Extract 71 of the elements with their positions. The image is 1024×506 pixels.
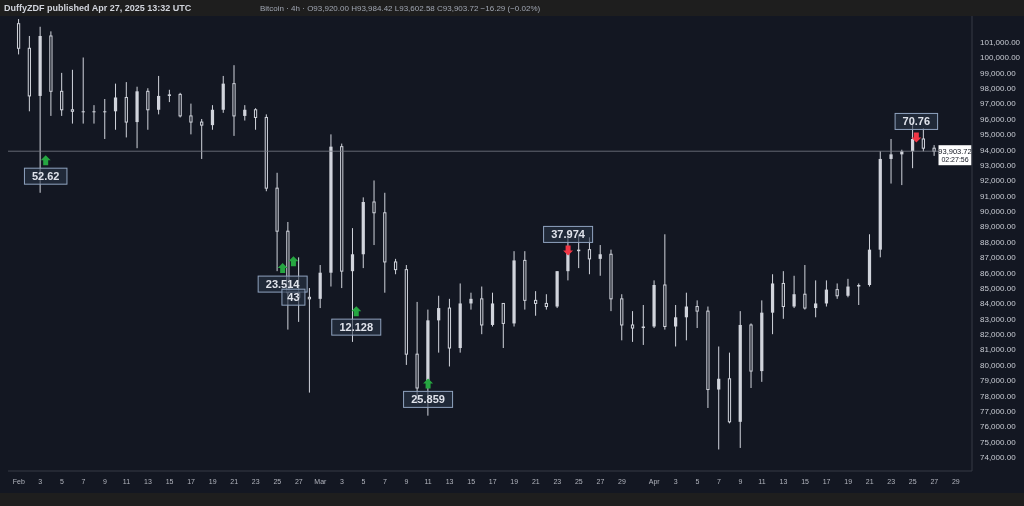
y-tick-label: 78,000.00	[980, 391, 1017, 401]
y-tick-label: 92,000.00	[980, 176, 1017, 186]
candlestick	[501, 302, 505, 349]
annotation: 52.62	[31, 170, 60, 183]
y-tick-label: 91,000.00	[980, 191, 1017, 201]
candlestick	[189, 103, 193, 135]
chart-subtitle: Bitcoin · 4h · O93,920.00 H93,984.42 L93,602.58 C93,903.72 −16.29 (−0.02%)	[260, 4, 541, 13]
candlestick	[92, 104, 96, 125]
candlestick	[803, 264, 807, 311]
annotation: 23.514	[265, 278, 301, 291]
candlestick	[81, 57, 85, 125]
y-tick-label: 87,000.00	[980, 253, 1017, 263]
annotation: 70.76	[902, 115, 931, 128]
candlestick	[814, 279, 818, 318]
y-tick-label: 84,000.00	[980, 299, 1017, 309]
candlestick	[533, 290, 538, 317]
candlestick	[253, 107, 258, 131]
y-tick-label: 80,000.00	[980, 360, 1017, 370]
y-tick-label: 77,000.00	[980, 406, 1017, 416]
y-tick-label: 98,000.00	[980, 84, 1017, 94]
y-tick-label: 101,000.00	[980, 37, 1021, 47]
candlestick	[857, 282, 861, 306]
candlestick	[889, 138, 893, 185]
y-tick-label: 79,000.00	[980, 376, 1017, 386]
candlestick	[932, 144, 936, 157]
candlestick	[921, 127, 925, 152]
y-tick-label: 94,000.00	[980, 145, 1017, 155]
candlestick	[846, 278, 850, 298]
candlestick	[598, 244, 602, 277]
y-tick-label: 86,000.00	[980, 268, 1017, 278]
candlestick	[178, 92, 182, 118]
candlestick	[157, 75, 161, 115]
candlestick	[792, 275, 796, 309]
candlestick	[70, 69, 75, 125]
annotation: 25.859	[411, 393, 445, 406]
y-tick-label: 100,000.00	[980, 53, 1021, 63]
candlestick	[695, 299, 699, 329]
candlestick	[210, 104, 215, 131]
candlestick	[717, 345, 721, 450]
y-tick-label: 97,000.00	[980, 99, 1017, 109]
y-tick-label: 93,000.00	[980, 160, 1017, 170]
chart-title: DuffyZDF published Apr 27, 2025 13:32 UTC	[4, 3, 192, 13]
candlestick	[372, 179, 376, 246]
annotation: 37.974	[551, 228, 586, 241]
y-tick-label: 82,000.00	[980, 330, 1017, 340]
y-tick-label: 85,000.00	[980, 283, 1017, 293]
annotation: 43	[287, 291, 300, 304]
candlestick	[781, 270, 785, 320]
y-tick-label: 76,000.00	[980, 422, 1017, 432]
y-tick-label: 74,000.00	[980, 453, 1017, 463]
candlestick	[146, 87, 150, 131]
y-tick-label: 81,000.00	[980, 345, 1017, 355]
y-tick-label: 96,000.00	[980, 114, 1017, 124]
candlestick	[103, 98, 107, 140]
candlestick	[437, 295, 441, 354]
annotation: 12.128	[339, 321, 374, 334]
candlestick	[60, 72, 64, 117]
candlestick	[469, 292, 473, 311]
y-tick-label: 88,000.00	[980, 237, 1017, 247]
y-tick-label: 75,000.00	[980, 437, 1017, 447]
y-tick-label: 95,000.00	[980, 130, 1017, 140]
candlestick	[674, 304, 678, 347]
candlestick	[630, 310, 635, 343]
candlestick	[200, 118, 204, 160]
y-tick-label: 83,000.00	[980, 314, 1017, 324]
y-tick-label: 90,000.00	[980, 207, 1017, 217]
candlestick	[113, 83, 118, 131]
candlestick	[490, 292, 495, 328]
y-tick-label: 99,000.00	[980, 68, 1017, 78]
y-tick-label: 89,000.00	[980, 222, 1017, 232]
candlestick	[587, 236, 592, 275]
